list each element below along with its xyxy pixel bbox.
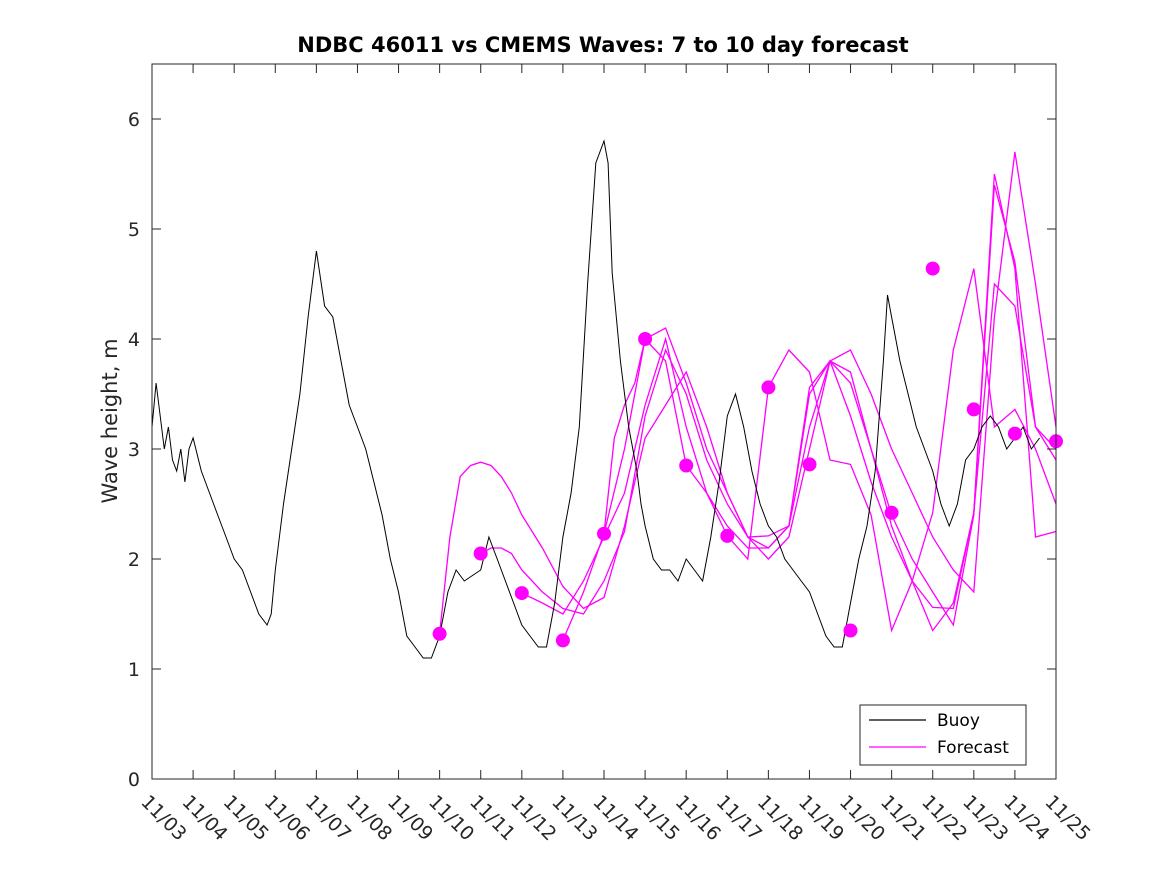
forecast-marker <box>720 528 735 543</box>
legend-box <box>859 704 1027 766</box>
forecast-marker <box>1007 426 1022 441</box>
forecast-marker <box>843 623 858 638</box>
y-axis-label: Wave height, m <box>98 338 122 503</box>
forecast-marker <box>925 261 940 276</box>
forecast-marker <box>966 402 981 417</box>
plot-area <box>152 64 1056 779</box>
forecast-marker <box>514 586 529 601</box>
y-tick-label: 5 <box>128 219 140 241</box>
forecast-marker <box>884 505 899 520</box>
buoy-line <box>151 139 1040 659</box>
legend-label-forecast: Forecast <box>937 738 1009 758</box>
forecast-marker <box>638 332 653 346</box>
forecast-marker <box>802 457 817 472</box>
y-axis-ticks: 0 1 2 3 4 5 6 <box>128 109 1056 791</box>
y-tick-label: 4 <box>128 329 140 351</box>
forecast-marker <box>679 458 694 473</box>
y-tick-label: 2 <box>128 549 140 571</box>
forecast-marker <box>597 526 611 541</box>
forecast-marker <box>555 633 570 648</box>
forecast-run-line-1 <box>438 282 1057 634</box>
y-tick-label: 6 <box>128 109 140 131</box>
forecast-marker <box>473 546 488 561</box>
forecast-marker <box>761 380 776 395</box>
y-tick-label: 3 <box>128 439 140 461</box>
y-tick-label: 1 <box>128 659 140 681</box>
chart-title: NDBC 46011 vs CMEMS Waves: 7 to 10 day f… <box>297 33 908 57</box>
forecast-marker <box>432 626 447 641</box>
legend: Buoy Forecast <box>859 704 1027 766</box>
y-tick-label: 0 <box>128 769 140 791</box>
legend-label-buoy: Buoy <box>937 711 980 731</box>
forecast-markers <box>432 261 1063 648</box>
